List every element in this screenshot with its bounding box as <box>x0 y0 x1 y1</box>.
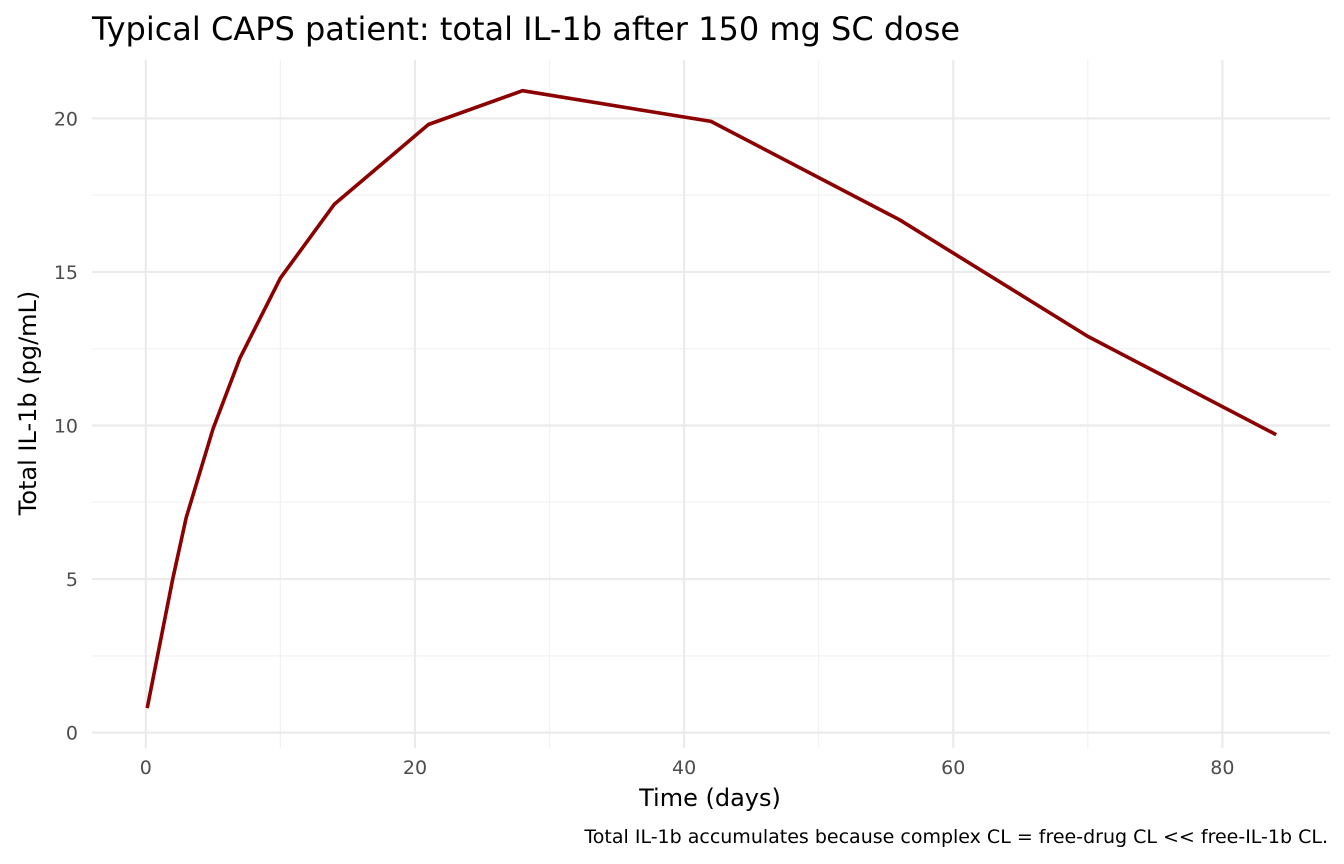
x-tick-label: 40 <box>672 757 696 779</box>
x-axis-ticks: 0 20 40 60 80 <box>140 757 1235 779</box>
y-tick-label: 10 <box>54 416 78 438</box>
chart-title: Typical CAPS patient: total IL-1b after … <box>91 10 960 48</box>
x-tick-label: 20 <box>403 757 427 779</box>
series-layer <box>145 88 1278 709</box>
major-gridlines <box>92 60 1330 748</box>
x-tick-label: 60 <box>941 757 965 779</box>
series-line <box>145 88 1278 709</box>
y-tick-label: 20 <box>54 108 78 130</box>
x-axis-title: Time (days) <box>638 784 781 812</box>
y-axis-ticks: 0 5 10 15 20 <box>54 108 78 744</box>
x-tick-label: 80 <box>1210 757 1234 779</box>
minor-gridlines <box>92 60 1330 748</box>
y-tick-label: 15 <box>54 262 78 284</box>
y-axis-title: Total IL-1b (pg/mL) <box>14 291 42 517</box>
y-tick-label: 5 <box>66 569 78 591</box>
chart-caption: Total IL-1b accumulates because complex … <box>583 826 1328 848</box>
x-tick-label: 0 <box>140 757 152 779</box>
y-tick-label: 0 <box>66 723 78 745</box>
